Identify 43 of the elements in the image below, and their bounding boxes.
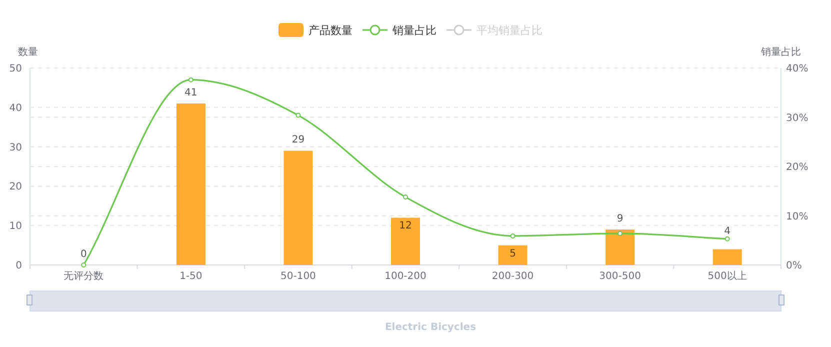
point xyxy=(81,262,86,268)
data-label: 29 xyxy=(292,134,305,146)
bar xyxy=(284,150,313,265)
y2-tick-label: 30% xyxy=(786,112,808,124)
bar xyxy=(176,103,206,265)
y2-tick-label: 10% xyxy=(786,211,808,222)
point xyxy=(188,77,194,82)
y-tick-label: 30 xyxy=(9,142,22,154)
data-label: 4 xyxy=(724,226,731,237)
y-tick-label: 0 xyxy=(16,260,22,272)
x-tick-label: 500以上 xyxy=(708,270,747,282)
bar xyxy=(498,245,528,265)
data-label: 9 xyxy=(616,214,624,225)
y2-tick-label: 20% xyxy=(786,162,808,173)
y-tick-label: 50 xyxy=(9,64,22,74)
x-tick-label: 1-50 xyxy=(180,271,202,282)
y-tick-label: 20 xyxy=(9,182,22,193)
data-label: 12 xyxy=(399,220,412,232)
point xyxy=(296,112,301,118)
data-label: 41 xyxy=(184,87,198,98)
y2-tick-label: 40% xyxy=(786,64,808,74)
data-label: 5 xyxy=(510,248,516,260)
bar xyxy=(712,249,742,265)
point xyxy=(724,236,730,242)
x-tick-label: 200-300 xyxy=(492,271,534,282)
y2-tick-label: 0% xyxy=(786,260,802,272)
point xyxy=(618,230,623,236)
x-tick-label: 100-200 xyxy=(384,271,426,282)
legend-label: 销量占比 xyxy=(392,24,436,37)
bar xyxy=(606,230,635,265)
y-tick-label: 10 xyxy=(9,221,22,232)
x-tick-label: 无评分数 xyxy=(64,270,104,282)
x-tick-label: 50-100 xyxy=(280,271,316,282)
point xyxy=(510,233,516,238)
data-label: 0 xyxy=(80,249,87,260)
point xyxy=(403,194,408,200)
y-tick-label: 40 xyxy=(9,102,22,114)
x-tick-label: 300-500 xyxy=(599,271,641,282)
y-axis-title: 数量 xyxy=(18,47,38,58)
legend-label: 产品数量 xyxy=(308,24,352,37)
bar xyxy=(391,218,420,265)
y2-axis-title: 销量占比 xyxy=(760,46,801,58)
text: Electric Bicycles xyxy=(384,322,476,333)
